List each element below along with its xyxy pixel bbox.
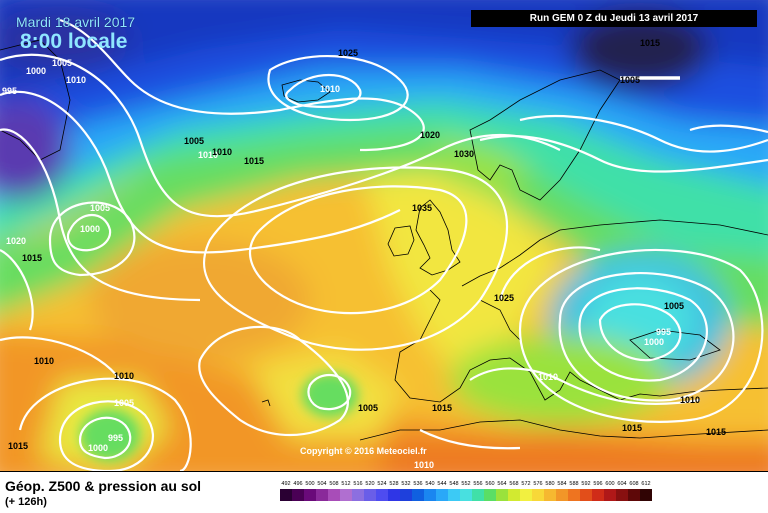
isobar-label: 1005 [114,398,135,408]
isobar-label: 1000 [644,337,665,347]
scale-step-label: 548 [449,481,459,487]
isobar-label: 1000 [26,66,47,76]
scale-step-label: 604 [617,481,627,487]
isobar-label: 1015 [8,441,29,451]
isobar-label: 1005 [664,301,685,311]
legend-subtitle: (+ 126h) [5,496,47,508]
scale-step-label: 600 [605,481,615,487]
scale-step-label: 524 [377,481,387,487]
scale-step-label: 540 [425,481,435,487]
isobar-label: 1015 [706,427,727,437]
scale-step-label: 508 [329,481,339,487]
scale-step-label: 580 [545,481,555,487]
isobar-label: 1010 [198,150,219,160]
scale-step-label: 596 [593,481,603,487]
isobar-label: 995 [108,433,124,443]
scale-step-label: 568 [509,481,519,487]
isobar-label: 1010 [320,84,341,94]
scale-step-label: 516 [353,481,363,487]
scale-step-label: 560 [485,481,495,487]
scale-step-label: 556 [473,481,483,487]
scale-step-label: 492 [281,481,291,487]
isobar-label: 1030 [454,149,475,159]
isobar-label: 1025 [338,48,359,58]
scale-step-label: 512 [341,481,351,487]
scale-step-label: 500 [305,481,315,487]
isobar-label: 1010 [114,371,135,381]
color-scale: 492 496 500 504 508 512 516 520 524 528 532 536 540 5… [280,480,653,504]
model-run-label: Run GEM 0 Z du Jeudi 13 avril 2017 [471,10,757,27]
isobar-label: 1010 [212,147,233,157]
scale-step-label: 496 [293,481,303,487]
scale-step-label: 588 [569,481,579,487]
scale-step-label: 576 [533,481,543,487]
scale-step-label: 552 [461,481,471,487]
scale-step-label: 572 [521,481,531,487]
isobar-label: 1015 [622,423,643,433]
scale-step-label: 564 [497,481,507,487]
scale-step-label: 504 [317,481,327,487]
scale-step: 612 [640,480,653,504]
scale-step-label: 528 [389,481,399,487]
copyright-notice: Copyright © 2016 Meteociel.fr [300,446,427,456]
scale-step-label: 608 [629,481,639,487]
scale-step-label: 532 [401,481,411,487]
isobar-label: 1000 [80,224,101,234]
isobar-lines [0,18,768,471]
scale-step-swatch [640,489,653,501]
legend-bar: Géop. Z500 & pression au sol (+ 126h) 49… [0,471,768,513]
weather-map: Mardi 18 avril 2017 8:00 locale Run GEM … [0,0,768,471]
isobar-label: 1020 [6,236,27,246]
isobar-label: 1000 [88,443,109,453]
isobar-label: 1015 [22,253,43,263]
isobar-label: 1005 [90,203,111,213]
isobar-label: 1020 [420,130,441,140]
isobar-label: 995 [656,327,672,337]
isobar-label: 1005 [358,403,379,413]
isobar-label: 1005 [184,136,205,146]
isobar-label: 1015 [640,38,661,48]
isobar-label: 1035 [412,203,433,213]
isobar-label: 1015 [244,156,265,166]
isobar-label: 1010 [680,395,701,405]
scale-step-label: 544 [437,481,447,487]
isobar-label: 1010 [66,75,87,85]
scale-step-label: 584 [557,481,567,487]
isobar-label: 1015 [432,403,453,413]
scale-step-label: 612 [641,481,651,487]
scale-step-label: 520 [365,481,375,487]
isobar-label: 1025 [494,293,515,303]
isobar-label: 995 [2,86,18,96]
legend-title: Géop. Z500 & pression au sol [5,478,202,494]
scale-step-label: 536 [413,481,423,487]
isobar-label: 1010 [34,356,55,366]
isobar-label: 1010 [414,460,435,470]
isobar-label: 1005 [52,58,73,68]
forecast-date: Mardi 18 avril 2017 [16,14,136,30]
map-canvas [0,0,768,471]
forecast-time: 8:00 locale [20,30,128,53]
isobar-label: 1005 [620,75,641,85]
isobar-label: 1010 [538,372,559,382]
scale-step-label: 592 [581,481,591,487]
